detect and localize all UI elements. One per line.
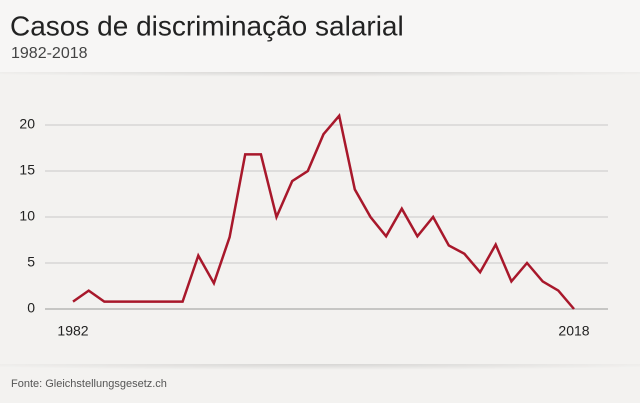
header-bg [0, 0, 640, 72]
chart-title: Casos de discriminação salarial [10, 10, 404, 41]
chart-subtitle: 1982-2018 [11, 45, 88, 62]
x-tick-label: 2018 [558, 323, 589, 339]
x-tick-label: 1982 [57, 323, 88, 339]
header-shadow [0, 72, 640, 80]
data-line [72, 113, 575, 310]
footer-shadow [0, 364, 640, 374]
y-tick-label: 0 [27, 300, 35, 316]
y-tick-label: 5 [27, 254, 35, 270]
y-tick-label: 10 [19, 208, 35, 224]
y-tick-label: 20 [19, 116, 35, 132]
source: Fonte: Gleichstellungsgesetz.ch [11, 378, 167, 390]
y-tick-label: 15 [19, 162, 35, 178]
